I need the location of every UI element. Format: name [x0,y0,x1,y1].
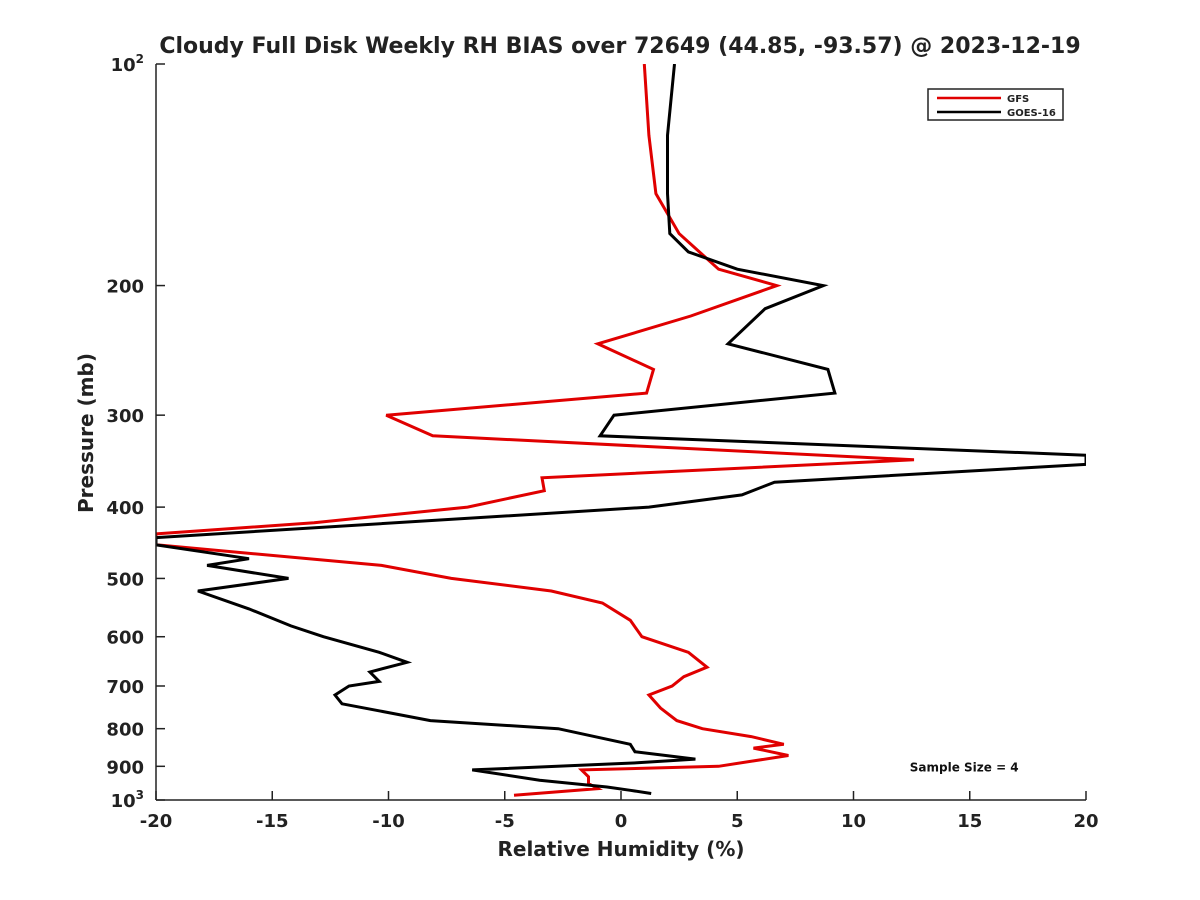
series-line-gfs [156,64,915,797]
plot-background [156,64,1086,800]
x-tick-label: 0 [615,811,628,832]
sample-size-annotation: Sample Size = 4 [910,760,1019,774]
annotations: Sample Size = 4 [910,760,1019,774]
y-tick-label: 500 [106,569,144,590]
legend-label-goes-16: GOES-16 [1007,108,1056,119]
y-tick-label: 900 [106,757,144,778]
x-tick-label: 5 [731,811,744,832]
y-tick-label: 300 [106,406,144,427]
y-tick-label: 400 [106,498,144,519]
x-tick-label: 20 [1073,811,1098,832]
y-tick-label: 200 [106,277,144,298]
legend: GFS GOES-16 [927,88,1064,121]
y-tick-label: 700 [106,677,144,698]
x-axis-label: Relative Humidity (%) [497,837,744,861]
x-tick-label: -5 [495,811,515,832]
series-line-goes-16 [156,64,1086,795]
y-tick-label: 103 [111,788,144,812]
x-tick-label: -15 [256,811,289,832]
chart-title: Cloudy Full Disk Weekly RH BIAS over 726… [159,34,1080,59]
series-layer [156,64,1086,797]
x-tick-label: 10 [841,811,866,832]
y-tick-label: 800 [106,720,144,741]
y-axis-label: Pressure (mb) [74,353,98,513]
y-tick-label: 102 [111,52,144,76]
legend-label-gfs: GFS [1007,94,1029,105]
legend-box [927,88,1064,121]
plot-area [156,64,1086,800]
axes-layer: -20 -15 -10 -5 0 5 10 15 20 102 200 300 400 500 600 700… [106,52,1098,832]
x-tick-label: 15 [957,811,982,832]
y-tick-label: 600 [106,628,144,649]
x-tick-label: -10 [372,811,405,832]
x-tick-label: -20 [140,811,173,832]
